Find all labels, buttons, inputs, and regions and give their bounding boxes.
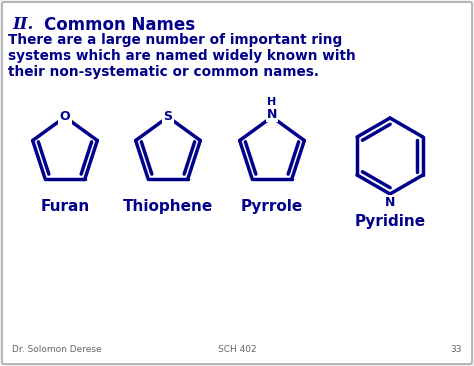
- Text: systems which are named widely known with: systems which are named widely known wit…: [8, 49, 356, 63]
- Text: Thiophene: Thiophene: [123, 199, 213, 214]
- Text: their non-systematic or common names.: their non-systematic or common names.: [8, 65, 319, 79]
- Text: Furan: Furan: [40, 199, 90, 214]
- Text: There are a large number of important ring: There are a large number of important ri…: [8, 33, 342, 47]
- Text: Pyrrole: Pyrrole: [241, 199, 303, 214]
- Text: Dr. Solomon Derese: Dr. Solomon Derese: [12, 345, 101, 354]
- Text: II.: II.: [12, 16, 33, 33]
- Text: N: N: [385, 196, 395, 209]
- Text: O: O: [60, 109, 70, 123]
- Text: S: S: [164, 109, 173, 123]
- Text: H: H: [267, 97, 277, 107]
- Text: 33: 33: [450, 345, 462, 354]
- Text: Common Names: Common Names: [44, 16, 195, 34]
- Text: Pyridine: Pyridine: [355, 214, 426, 229]
- Text: SCH 402: SCH 402: [218, 345, 256, 354]
- Text: N: N: [267, 108, 277, 122]
